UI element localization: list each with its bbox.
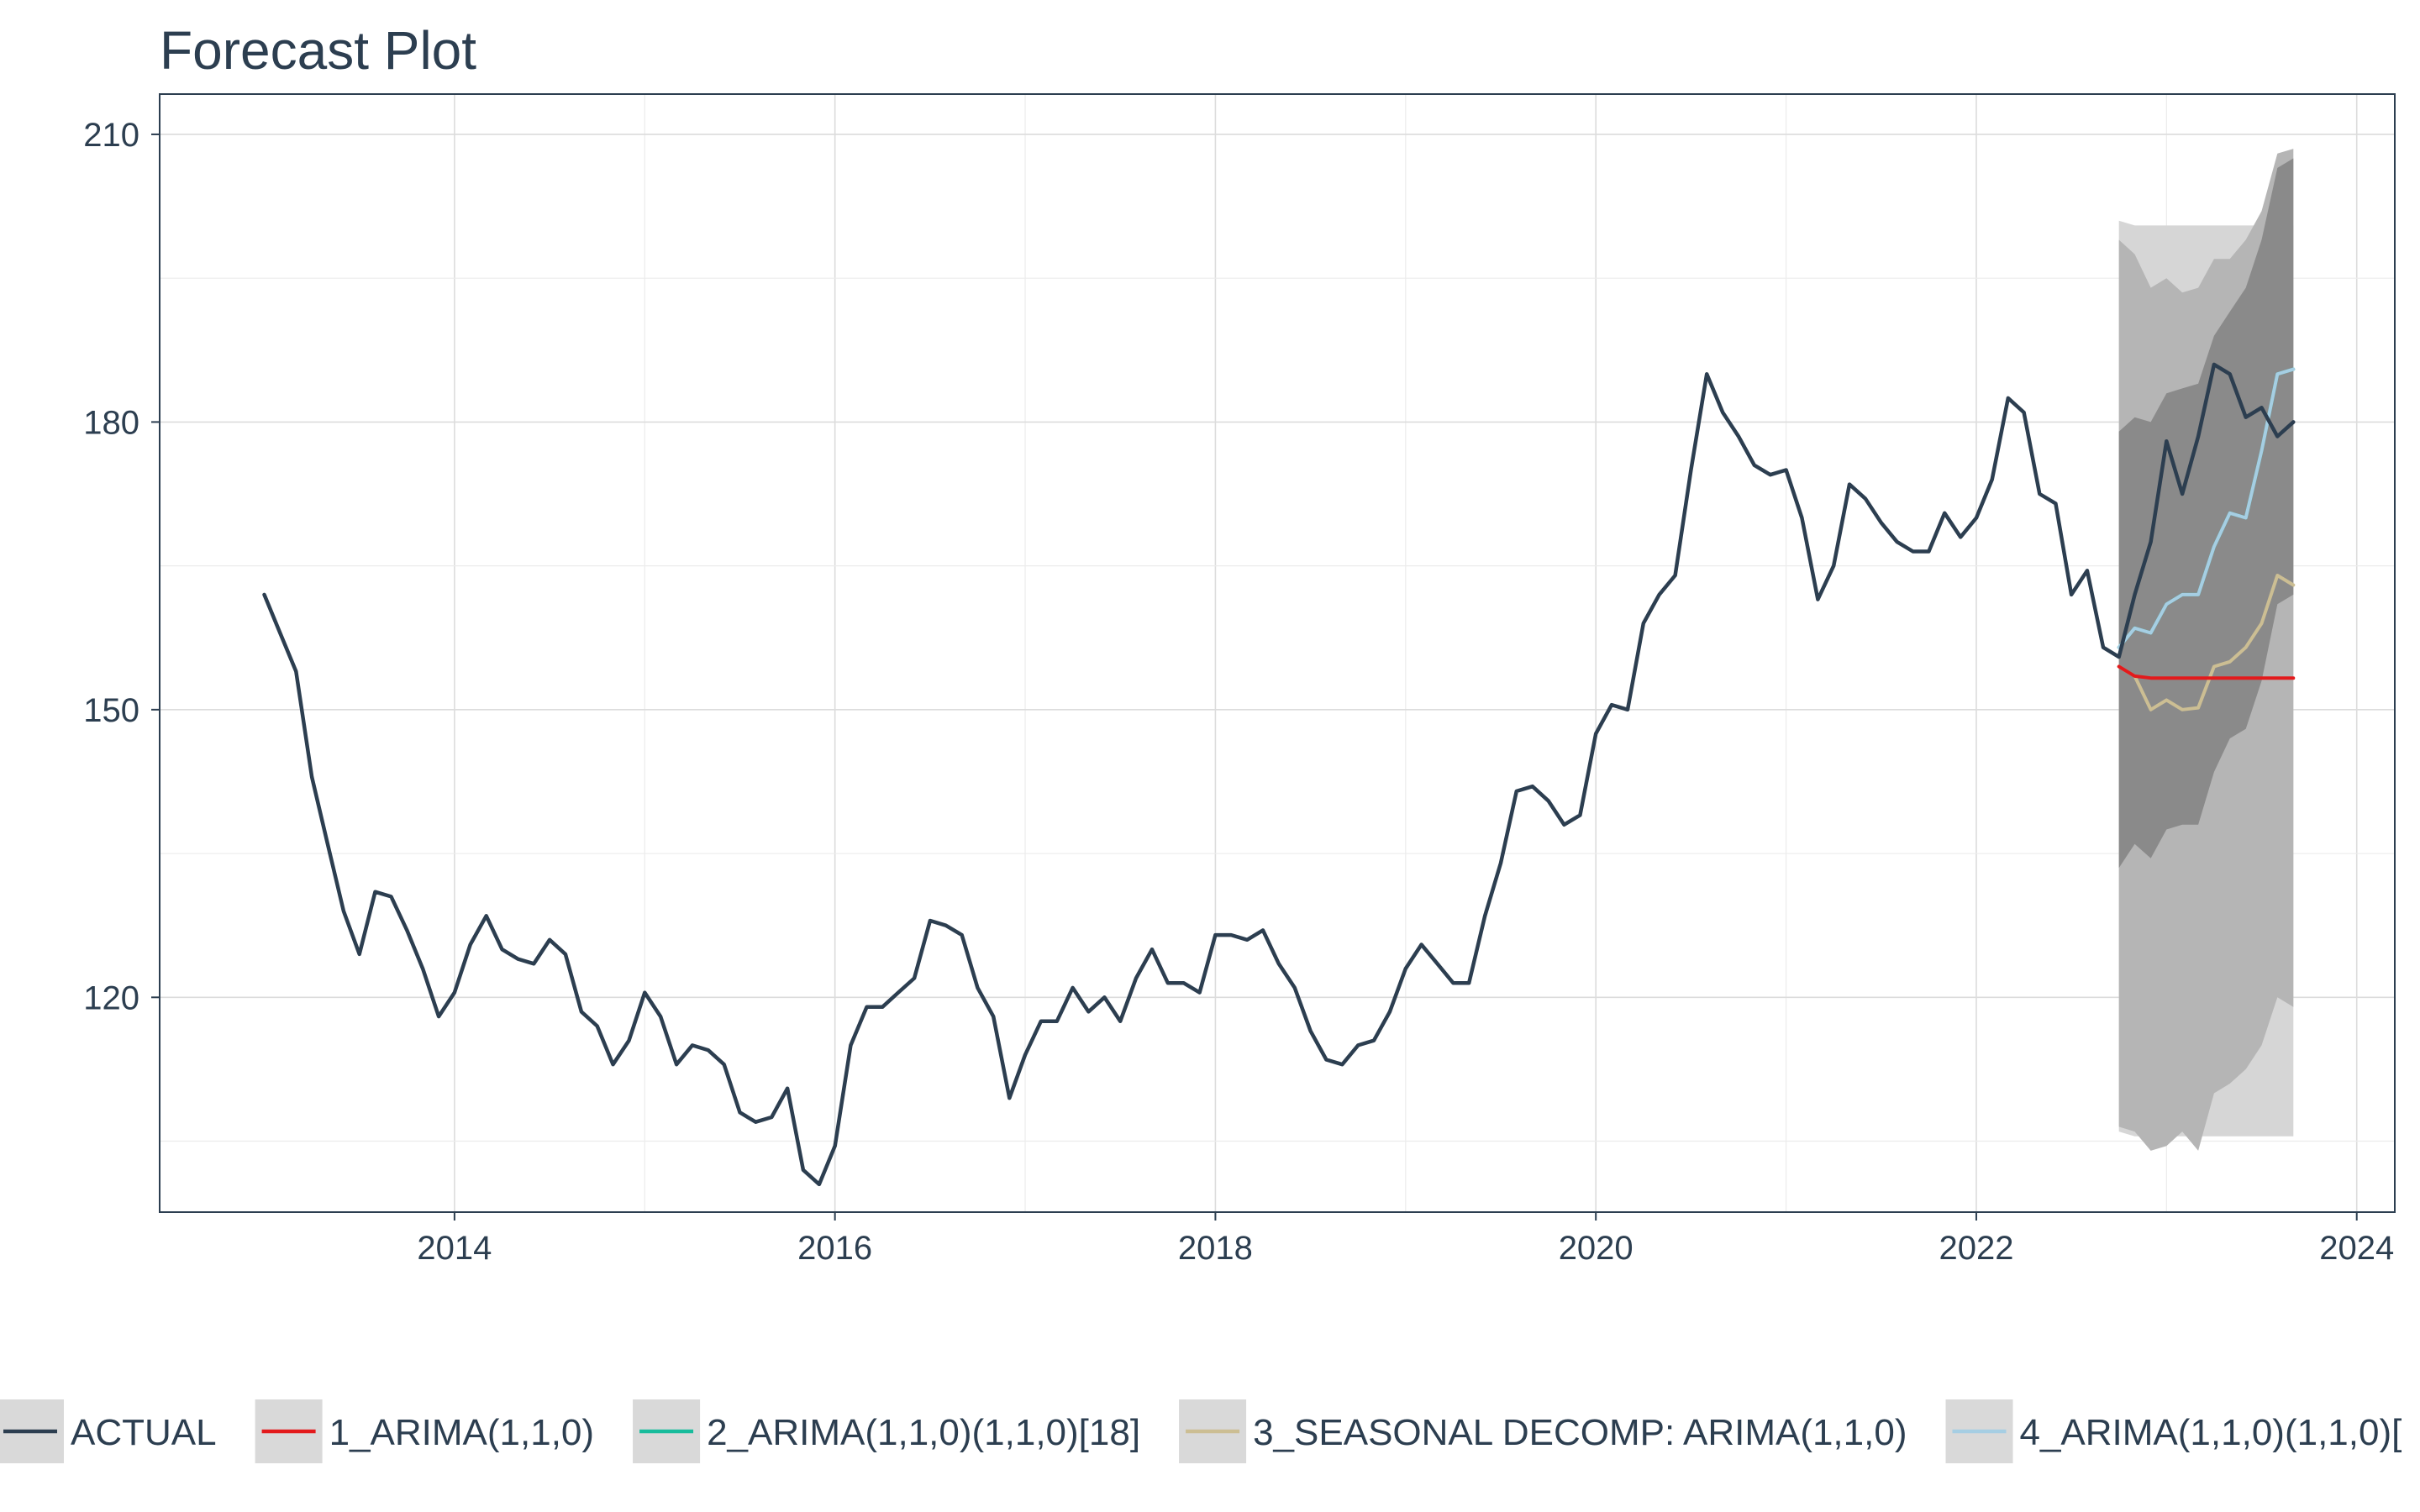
series-line-arima1 — [2117, 664, 2296, 680]
legend-item: 2_ARIMA(1,1,0)(1,1,0)[18] — [633, 1399, 1140, 1463]
legend-item: 3_SEASONAL DECOMP: ARIMA(1,1,0) — [1179, 1399, 1907, 1463]
legend-label: 3_SEASONAL DECOMP: ARIMA(1,1,0) — [1253, 1412, 1907, 1453]
legend-item: 1_ARIMA(1,1,0) — [255, 1399, 594, 1463]
x-axis-ticks: 2014 2016 2018 2020 2022 2024 — [417, 1212, 2394, 1267]
y-tick-label: 150 — [83, 692, 139, 729]
legend-label: 1_ARIMA(1,1,0) — [329, 1412, 594, 1453]
legend-label: 2_ARIMA(1,1,0)(1,1,0)[18] — [707, 1412, 1140, 1453]
x-tick-label: 2022 — [1939, 1230, 2013, 1267]
confidence-intervals — [2118, 149, 2294, 1151]
legend-item: ACTUAL — [0, 1399, 217, 1463]
x-tick-label: 2016 — [797, 1230, 872, 1267]
series-line-seasonal — [2117, 574, 2296, 711]
x-tick-label: 2024 — [2319, 1230, 2394, 1267]
x-tick-label: 2014 — [417, 1230, 492, 1267]
series-lines — [262, 362, 2296, 1187]
x-tick-label: 2018 — [1178, 1230, 1253, 1267]
chart-grid — [160, 94, 2395, 1212]
legend-item: 4_ARIMA(1,1,0)(1,1,0)[ — [1945, 1399, 2402, 1463]
y-axis-ticks: 120 150 180 210 — [83, 117, 160, 1016]
y-tick-label: 120 — [83, 979, 139, 1016]
series-line-actual — [262, 362, 2296, 1187]
series-line-arima4 — [2117, 367, 2296, 649]
plot-border — [159, 93, 2396, 1213]
chart-title: Forecast Plot — [160, 20, 476, 81]
y-tick-label: 210 — [83, 117, 139, 154]
interval-band-inner — [2118, 158, 2294, 869]
legend-label: 4_ARIMA(1,1,0)(1,1,0)[ — [2019, 1412, 2402, 1453]
legend-label: ACTUAL — [71, 1412, 217, 1453]
x-tick-label: 2020 — [1559, 1230, 1634, 1267]
y-tick-label: 180 — [83, 404, 139, 441]
legend: ACTUAL 1_ARIMA(1,1,0) 2_ARIMA(1,1,0)(1,1,0… — [0, 1399, 2402, 1463]
